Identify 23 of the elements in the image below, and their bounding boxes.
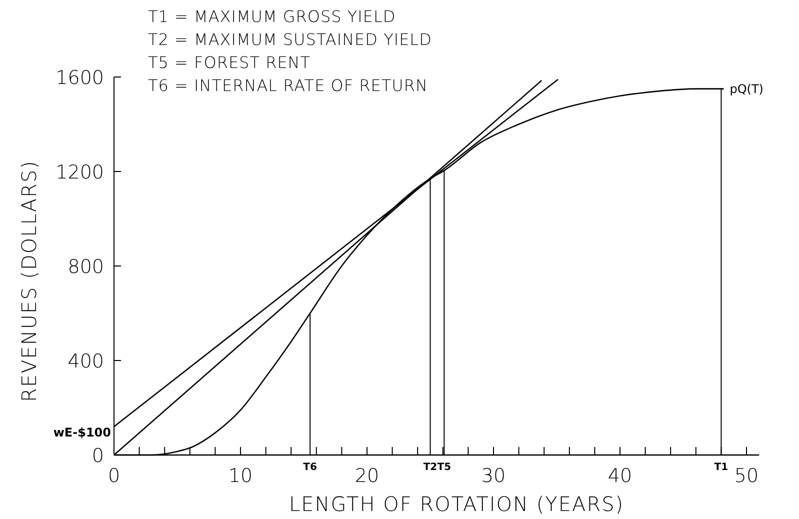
y-axis-title: REVENUES (DOLLARS) (17, 160, 41, 402)
x-axis-title: LENGTH OF ROTATION (YEARS) (289, 492, 624, 516)
y-tick-label: 400 (68, 350, 104, 372)
ref-line-label: T2 (423, 462, 438, 473)
text: T2 = MAXIMUM SUSTAINED YIELD (148, 30, 432, 49)
ref-line-label: T6 (303, 462, 318, 473)
x-tick-label: 40 (608, 465, 632, 487)
x-tick-label: 0 (108, 465, 120, 487)
annotation: T6 = INTERNAL RATE OF RETURN (148, 76, 428, 95)
series-label: pQ(T) (730, 82, 764, 96)
annotation: wE-$100 (53, 425, 111, 440)
text: T5 = FOREST RENT (148, 53, 311, 72)
y-tick-label: 1600 (56, 67, 104, 89)
ref-line-label: T5 (437, 462, 452, 473)
x-tick-label: 10 (228, 465, 253, 487)
y-tick-label: 800 (68, 256, 104, 278)
x-tick-label: 30 (481, 465, 506, 487)
y-tick-label: 1200 (56, 162, 104, 184)
y-tick-label: 0 (92, 445, 104, 467)
text: T1 = MAXIMUM GROSS YIELD (148, 7, 396, 26)
x-tick-label: 50 (734, 465, 759, 487)
ref-line-label: T1 (714, 462, 728, 473)
x-tick-label: 20 (354, 465, 380, 487)
